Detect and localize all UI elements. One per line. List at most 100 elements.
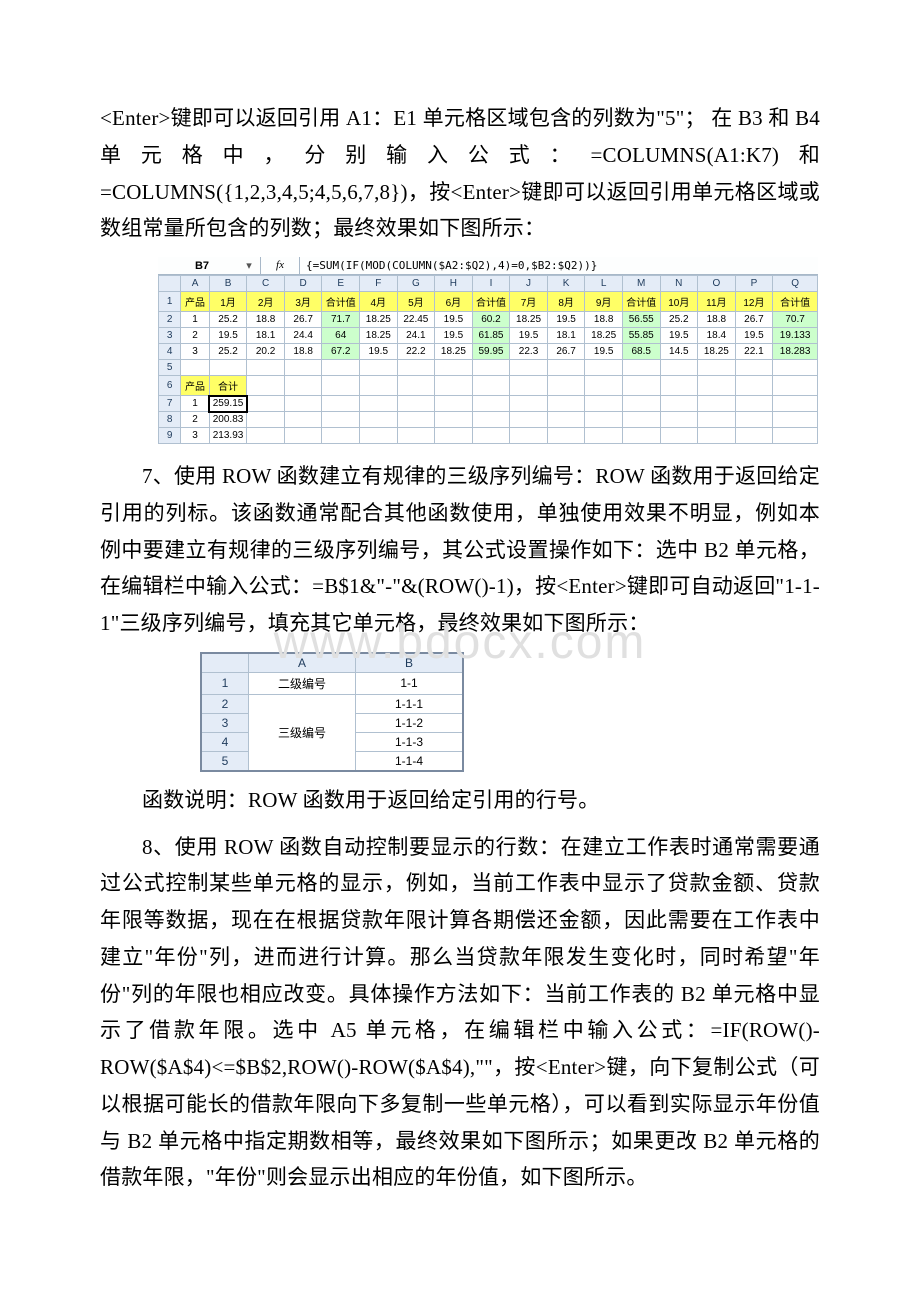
cell: 64 bbox=[322, 328, 360, 344]
cell: 22.3 bbox=[510, 344, 548, 360]
cell bbox=[698, 412, 736, 428]
cell: 3月 bbox=[284, 292, 322, 312]
cell: 19.5 bbox=[435, 328, 473, 344]
paragraph-1: <Enter>键即可以返回引用 A1：E1 单元格区域包含的列数为"5"； 在 … bbox=[100, 100, 820, 247]
table-row: 4325.220.218.867.219.522.218.2559.9522.3… bbox=[159, 344, 818, 360]
cell bbox=[660, 360, 698, 376]
cell bbox=[585, 428, 623, 444]
cell bbox=[284, 396, 322, 412]
cell: 259.15 bbox=[209, 396, 247, 412]
grid-1: A B C D E F G H I J K L M N O P Q bbox=[158, 275, 818, 444]
cell bbox=[247, 376, 285, 396]
cell: 19.5 bbox=[735, 328, 773, 344]
cell bbox=[435, 396, 473, 412]
cell bbox=[622, 376, 660, 396]
cell: 2 bbox=[181, 412, 209, 428]
cell: 11月 bbox=[698, 292, 736, 312]
cell: 4月 bbox=[360, 292, 398, 312]
cell: 26.7 bbox=[284, 312, 322, 328]
cell: 18.25 bbox=[435, 344, 473, 360]
cell bbox=[181, 360, 209, 376]
cell bbox=[585, 412, 623, 428]
cell bbox=[510, 396, 548, 412]
cell bbox=[735, 412, 773, 428]
cell: 67.2 bbox=[322, 344, 360, 360]
paragraph-3: 函数说明：ROW 函数用于返回给定引用的行号。 bbox=[100, 782, 820, 819]
cell-reference: B7 bbox=[162, 260, 242, 272]
cell: 18.4 bbox=[698, 328, 736, 344]
cell bbox=[247, 428, 285, 444]
cell: 合计值 bbox=[622, 292, 660, 312]
cell bbox=[472, 376, 510, 396]
cell bbox=[397, 428, 435, 444]
cell bbox=[435, 412, 473, 428]
cell bbox=[735, 428, 773, 444]
cell: 9月 bbox=[585, 292, 623, 312]
cell bbox=[622, 360, 660, 376]
cell: 14.5 bbox=[660, 344, 698, 360]
cell: 56.55 bbox=[622, 312, 660, 328]
cell: 10月 bbox=[660, 292, 698, 312]
cell bbox=[585, 360, 623, 376]
cell bbox=[510, 376, 548, 396]
cell: 22.1 bbox=[735, 344, 773, 360]
formula-bar: B7 ▾ fx {=SUM(IF(MOD(COLUMN($A2:$Q2),4)=… bbox=[158, 257, 818, 275]
cell bbox=[435, 428, 473, 444]
cell: 59.95 bbox=[472, 344, 510, 360]
cell bbox=[322, 428, 360, 444]
row-header: 7 bbox=[159, 396, 181, 412]
cell: 12月 bbox=[735, 292, 773, 312]
cell bbox=[284, 428, 322, 444]
cell: 5月 bbox=[397, 292, 435, 312]
cell: 19.5 bbox=[660, 328, 698, 344]
spreadsheet-2: A B 1 二级编号 1-1 2 三级编号 1-1-1 3 1-1-2 4 1-… bbox=[200, 652, 820, 772]
cell: 产品 bbox=[181, 292, 209, 312]
cell: 2月 bbox=[247, 292, 285, 312]
table-row: 82200.83 bbox=[159, 412, 818, 428]
cell: 18.1 bbox=[247, 328, 285, 344]
row-header: 3 bbox=[159, 328, 181, 344]
cell bbox=[360, 376, 398, 396]
table-row: 5 bbox=[159, 360, 818, 376]
cell: 合计值 bbox=[773, 292, 818, 312]
row-header: 4 bbox=[159, 344, 181, 360]
cell bbox=[660, 396, 698, 412]
cell bbox=[397, 376, 435, 396]
cell: 22.45 bbox=[397, 312, 435, 328]
cell bbox=[510, 428, 548, 444]
cell: 25.2 bbox=[209, 312, 247, 328]
cell: 7月 bbox=[510, 292, 548, 312]
cell bbox=[510, 412, 548, 428]
cell bbox=[660, 376, 698, 396]
cell: 19.5 bbox=[510, 328, 548, 344]
column-header-row: A B C D E F G H I J K L M N O P Q bbox=[159, 276, 818, 292]
cell bbox=[660, 412, 698, 428]
cell bbox=[284, 360, 322, 376]
row-header: 2 bbox=[159, 312, 181, 328]
cell: 18.8 bbox=[247, 312, 285, 328]
cell bbox=[773, 412, 818, 428]
cell bbox=[698, 396, 736, 412]
cell bbox=[284, 376, 322, 396]
cell bbox=[435, 376, 473, 396]
name-box: B7 ▾ bbox=[158, 257, 261, 274]
cell: 25.2 bbox=[209, 344, 247, 360]
cell: 3 bbox=[181, 428, 209, 444]
cell: 25.2 bbox=[660, 312, 698, 328]
cell bbox=[547, 428, 585, 444]
row-header: 6 bbox=[159, 376, 181, 396]
cell: 19.5 bbox=[435, 312, 473, 328]
cell: 18.8 bbox=[284, 344, 322, 360]
cell: 2 bbox=[181, 328, 209, 344]
column-header-row: A B bbox=[201, 653, 463, 673]
cell: 20.2 bbox=[247, 344, 285, 360]
cell: 22.2 bbox=[397, 344, 435, 360]
cell bbox=[547, 396, 585, 412]
cell bbox=[284, 412, 322, 428]
cell: 18.8 bbox=[698, 312, 736, 328]
cell: 18.25 bbox=[360, 328, 398, 344]
cell: 产品 bbox=[181, 376, 209, 396]
cell: 8月 bbox=[547, 292, 585, 312]
cell: 26.7 bbox=[735, 312, 773, 328]
cell: 6月 bbox=[435, 292, 473, 312]
